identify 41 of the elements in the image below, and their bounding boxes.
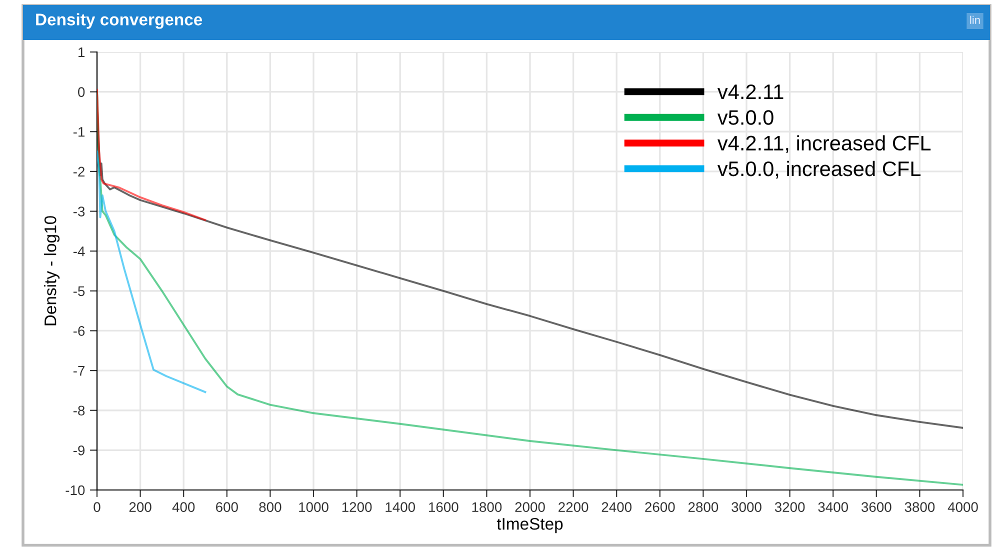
y-tick-label: -4: [73, 246, 85, 256]
legend-label: v4.2.11: [717, 84, 784, 99]
legend-label: v5.0.0, increased CFL: [717, 160, 921, 179]
y-tick-label: -7: [73, 366, 84, 376]
y-tick-label: 0: [78, 87, 85, 97]
x-tick-label: 1800: [472, 502, 502, 512]
y-tick-label: -5: [73, 286, 85, 296]
y-tick-label: -8: [73, 406, 85, 416]
x-tick-label: 0: [94, 502, 100, 512]
chart-title: Density convergence: [36, 13, 202, 29]
y-tick-label: -9: [73, 446, 85, 456]
x-tick-label: 2800: [688, 502, 718, 512]
y-tick-label: -1: [73, 127, 85, 137]
x-tick-label: 2000: [515, 502, 545, 512]
x-tick-label: 2400: [602, 502, 632, 512]
x-tick-label: 2200: [558, 502, 588, 512]
x-tick-label: 3000: [732, 502, 762, 512]
y-axis-title: Density - log10: [44, 216, 60, 326]
y-tick-label: -2: [73, 166, 84, 176]
x-tick-label: 800: [259, 502, 282, 512]
x-tick-label: 3400: [818, 502, 848, 512]
x-tick-label: 200: [129, 502, 152, 512]
y-tick-label: -10: [66, 485, 85, 496]
x-tick-label: 1400: [386, 502, 416, 512]
x-tick-label: 3600: [861, 502, 892, 512]
x-tick-label: 1600: [429, 502, 458, 512]
x-tick-label: 400: [172, 502, 195, 512]
y-tick-label: -6: [73, 326, 85, 336]
text: lin: [970, 16, 980, 24]
x-tick-label: 3800: [904, 502, 935, 512]
legend-label: v5.0.0: [717, 110, 774, 125]
x-tick-label: 1200: [342, 502, 372, 512]
x-tick-label: 1000: [299, 502, 328, 512]
legend-label: v4.2.11, increased CFL: [717, 135, 931, 153]
y-tick-label: 1: [78, 47, 85, 58]
x-tick-label: 600: [216, 502, 238, 512]
x-tick-label: 2600: [645, 502, 675, 512]
x-axis-title: tImeStep: [496, 518, 563, 534]
y-tick-label: -3: [73, 206, 85, 216]
x-tick-label: 3200: [774, 502, 805, 512]
x-tick-label: 4000: [948, 502, 978, 512]
